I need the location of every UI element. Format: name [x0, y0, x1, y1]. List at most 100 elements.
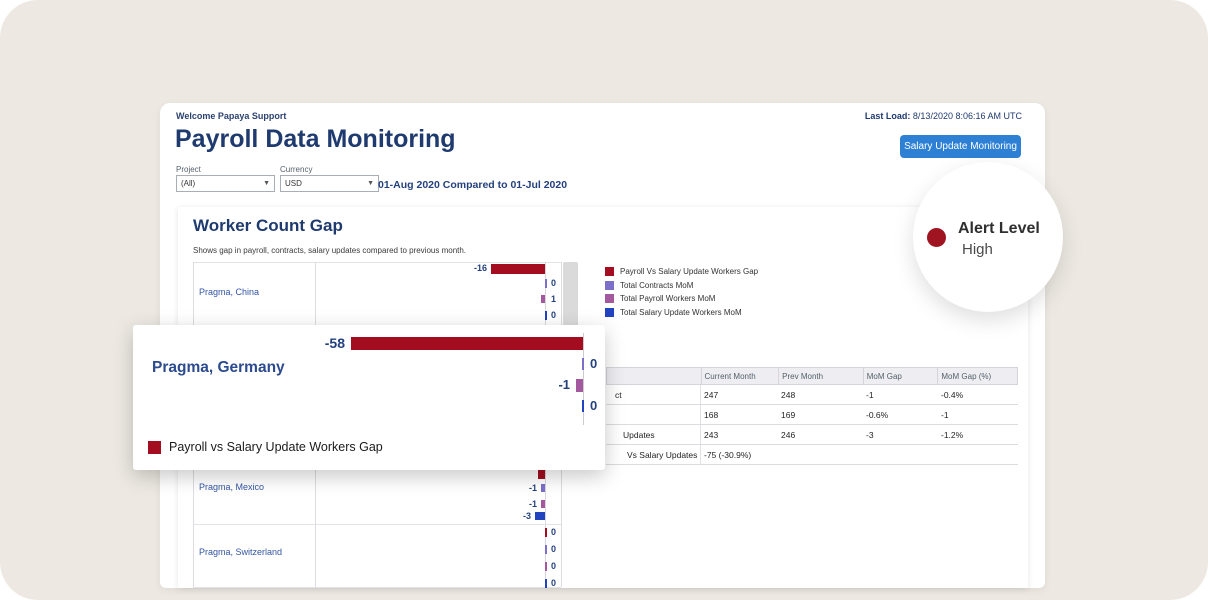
table-cell	[863, 445, 938, 464]
welcome-text: Welcome Papaya Support	[176, 111, 287, 121]
table-header-cell: MoM Gap	[862, 368, 938, 384]
chart-legend: Payroll Vs Salary Update Workers Gap Tota…	[605, 265, 758, 319]
chart-category-label: Pragma, Switzerland	[199, 546, 283, 557]
table-cell: -1.2%	[941, 429, 964, 440]
section-title: Worker Count Gap	[193, 216, 343, 235]
bar-tick	[545, 279, 547, 288]
table-cell: 246	[781, 429, 796, 440]
bar-value-label: -1	[528, 483, 537, 493]
legend-swatch-salary	[605, 307, 614, 317]
table-cell	[778, 445, 863, 464]
table-header-cell: Current Month	[700, 368, 779, 384]
bar-value-label: 0	[551, 544, 557, 554]
comparison-period-text: 01-Aug 2020 Compared to 01-Jul 2020	[378, 179, 568, 191]
bar-value-label: 1	[551, 294, 557, 304]
table-cell: 169	[781, 409, 796, 420]
table-cell: -75 (-30.9%)	[700, 445, 778, 464]
chart-border	[193, 262, 561, 263]
bar	[535, 512, 545, 520]
table-row-label: ct	[615, 389, 622, 400]
project-select[interactable]: (All) ▼	[176, 175, 275, 192]
bar	[491, 264, 545, 274]
project-select-value: (All)	[181, 179, 196, 188]
callout-bar-tick	[582, 400, 584, 412]
legend-swatch-contracts	[605, 280, 614, 290]
table-cell: -1	[866, 389, 874, 400]
alert-dot-icon	[927, 228, 946, 247]
alert-level-badge: Alert Level High	[913, 162, 1063, 312]
last-load: Last Load: 8/13/2020 8:06:16 AM UTC	[865, 111, 1022, 121]
bar	[541, 484, 545, 492]
table-header-cell: MoM Gap (%)	[937, 368, 1017, 384]
table-cell: -1	[941, 409, 949, 420]
chart-scrollbar[interactable]	[563, 262, 578, 329]
callout-bar-value-label: -1	[558, 377, 570, 392]
zoom-callout-card: Pragma, Germany -58 0 -1 0 Payroll vs Salar…	[133, 325, 605, 470]
alert-level-value: High	[962, 241, 993, 258]
table-cell: -0.6%	[866, 409, 889, 420]
legend-item: Total Contracts MoM	[605, 279, 758, 293]
callout-bar-value-label: 0	[590, 398, 598, 413]
bar-value-label: 0	[551, 561, 557, 571]
callout-bar	[576, 379, 583, 392]
table-header-cell: Prev Month	[778, 368, 863, 384]
bar-value-label: -1	[528, 499, 537, 509]
legend-item: Total Salary Update Workers MoM	[605, 306, 758, 320]
callout-bar	[351, 337, 583, 350]
project-label: Project	[176, 165, 201, 174]
table-cell: 247	[700, 385, 778, 404]
chevron-down-icon: ▼	[367, 180, 374, 187]
callout-legend-label: Payroll vs Salary Update Workers Gap	[169, 440, 383, 454]
callout-axis-line	[583, 333, 584, 425]
table-row-label	[606, 405, 700, 424]
callout-legend: Payroll vs Salary Update Workers Gap	[148, 440, 383, 454]
legend-item: Total Payroll Workers MoM	[605, 292, 758, 306]
bar	[541, 500, 545, 508]
table-row-label: Updates	[623, 429, 655, 440]
table-cell: 243	[700, 425, 778, 444]
table-cell: 248	[781, 389, 796, 400]
legend-item: Payroll Vs Salary Update Workers Gap	[605, 265, 758, 279]
chart-row-divider	[193, 524, 561, 525]
table-cell	[938, 445, 1018, 464]
page-title: Payroll Data Monitoring	[175, 125, 456, 153]
chevron-down-icon: ▼	[263, 180, 270, 187]
legend-label: Total Payroll Workers MoM	[620, 294, 716, 304]
alert-level-label: Alert Level	[958, 220, 1040, 237]
legend-label: Total Contracts MoM	[620, 280, 694, 290]
legend-swatch-payroll	[605, 294, 614, 304]
salary-update-monitoring-button[interactable]: Salary Update Monitoring	[900, 135, 1021, 158]
callout-bar-value-label: -58	[324, 335, 345, 351]
callout-category-label: Pragma, Germany	[152, 359, 285, 376]
bar-value-label: 0	[551, 310, 557, 320]
table-header-cell	[607, 368, 701, 384]
chart-category-label: Pragma, China	[199, 286, 260, 297]
legend-label: Total Salary Update Workers MoM	[620, 307, 742, 317]
bar-tick	[545, 311, 547, 320]
currency-label: Currency	[280, 165, 313, 174]
bar-tick	[545, 579, 547, 588]
currency-select[interactable]: USD ▼	[280, 175, 379, 192]
table-row: 168 169 -0.6% -1	[606, 405, 1018, 425]
legend-swatch-gap	[605, 267, 614, 277]
bar	[541, 295, 545, 303]
legend-swatch-gap	[148, 440, 161, 454]
bar-value-label: 0	[551, 278, 557, 288]
legend-label: Payroll Vs Salary Update Workers Gap	[620, 267, 759, 277]
bar-value-label: 0	[551, 527, 557, 537]
bar	[538, 469, 545, 479]
bar-tick	[545, 562, 547, 571]
section-subtitle: Shows gap in payroll, contracts, salary …	[193, 246, 467, 255]
bar-value-label: -3	[522, 511, 531, 521]
chart-category-label: Pragma, Mexico	[199, 481, 265, 492]
table-cell: -3	[866, 429, 874, 440]
last-load-value: 8/13/2020 8:06:16 AM UTC	[912, 111, 1022, 121]
currency-select-value: USD	[285, 179, 302, 188]
callout-bar-value-label: 0	[590, 356, 598, 371]
table-row: Updates 243 246 -3 -1.2%	[606, 425, 1018, 445]
table-row-label: Vs Salary Updates	[627, 449, 698, 460]
bar-value-label: 0	[551, 578, 557, 588]
table-row: ct 247 248 -1 -0.4%	[606, 385, 1018, 405]
last-load-label: Last Load:	[864, 111, 911, 121]
